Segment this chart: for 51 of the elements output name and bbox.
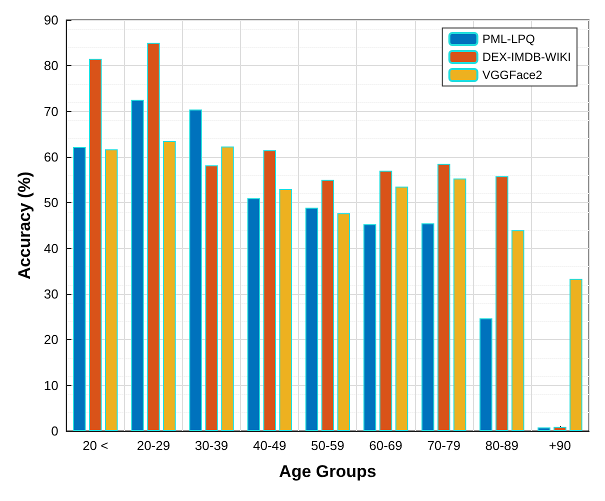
bar [189,110,202,431]
y-tick-label: 10 [44,378,58,393]
bar [511,230,524,431]
bar [554,426,566,431]
y-tick-label: 20 [44,332,58,348]
bar [305,208,318,431]
bar [279,188,292,431]
x-tick-label: +90 [548,438,571,453]
y-tick-label: 60 [44,150,58,164]
bar [337,213,350,431]
y-axis-title: Accuracy (%) [15,172,34,280]
x-tick-label: 20 < [82,438,108,453]
x-tick-label: 40-49 [252,438,286,453]
bar [131,100,144,431]
x-axis-title: Age Groups [279,462,376,481]
bar [453,178,466,431]
bar [221,146,234,431]
y-tick-label: 90 [44,12,58,28]
bar [321,180,334,431]
bar [379,170,392,431]
bar [104,149,118,431]
y-tick-label: 40 [44,240,58,256]
x-tick-label: 80-89 [485,438,519,453]
bar [73,146,86,431]
bar [89,58,102,431]
bar [496,176,508,431]
bar [147,42,160,431]
bar [263,150,276,431]
bar [570,278,582,431]
x-tick-label: 30-39 [194,438,228,453]
bar [480,318,492,431]
legend-label: VGGFace2 [482,68,543,82]
legend-label: DEX-IMDB-WIKI [482,50,572,64]
y-tick-label: 80 [44,58,58,74]
y-tick-label: 70 [44,104,58,119]
x-tick-label: 70-79 [427,438,460,453]
y-tick-label: 30 [44,286,58,302]
bar [538,427,550,431]
x-tick-label: 20-29 [136,438,170,453]
x-tick-label: 60-69 [369,438,402,453]
bar [205,165,218,431]
y-tick-label: 50 [44,195,58,210]
bar [163,141,176,431]
x-tick-label: 50-59 [311,438,344,453]
bar [437,164,450,431]
bar [363,224,376,431]
legend-label: PML-LPQ [482,32,536,46]
bar [247,198,260,431]
bar [421,223,434,431]
bar [395,186,408,431]
y-tick-label: 0 [51,424,58,438]
